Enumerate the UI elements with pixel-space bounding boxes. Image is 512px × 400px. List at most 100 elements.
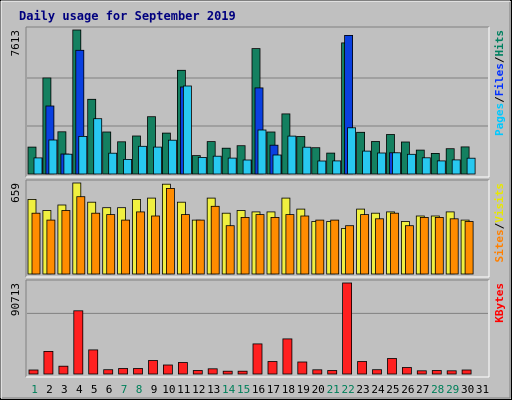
x-tick-label: 12 (192, 383, 205, 396)
bar-sites-day-18 (285, 214, 295, 275)
x-tick-label: 7 (121, 383, 128, 396)
bar-pages-day-25 (392, 152, 401, 175)
x-tick-label: 15 (237, 383, 250, 396)
bar-sites-day-9 (151, 215, 160, 275)
bar-pages-day-22 (347, 127, 357, 175)
bar-sites-day-26 (404, 225, 414, 275)
bar-pages-day-20 (317, 160, 327, 175)
bar-sites-day-22 (345, 225, 355, 275)
x-tick-label: 24 (371, 383, 385, 396)
bar-sites-day-8 (136, 211, 145, 275)
bar-pages-day-26 (406, 153, 416, 175)
bar-kbytes-day-15 (237, 370, 248, 375)
bar-kbytes-day-17 (267, 361, 278, 375)
bar-kbytes-day-26 (401, 367, 412, 375)
bar-pages-day-1 (33, 157, 43, 175)
x-tick-label: 23 (356, 383, 369, 396)
x-tick-label: 4 (76, 383, 83, 396)
bar-kbytes-day-8 (133, 368, 143, 375)
panel-legend: Sites/Visits (493, 183, 506, 263)
legend-separator: / (493, 56, 506, 63)
bar-sites-day-27 (419, 216, 429, 275)
x-tick-label: 16 (252, 383, 265, 396)
x-tick-label: 8 (136, 383, 143, 396)
x-tick-label: 1 (31, 383, 38, 396)
bar-kbytes-day-30 (461, 369, 472, 375)
bar-pages-day-9 (153, 146, 162, 175)
bar-sites-day-3 (61, 210, 71, 275)
legend-kbytes: KBytes (493, 283, 506, 323)
x-tick-label: 6 (106, 383, 113, 396)
bar-pages-day-16 (257, 129, 267, 175)
x-tick-label: 5 (91, 383, 98, 396)
x-tick-label: 22 (341, 383, 354, 396)
bar-kbytes-day-22 (342, 282, 353, 375)
bar-sites-day-13 (210, 205, 220, 275)
legend-separator: / (493, 96, 506, 103)
panel-3: 90713 KBytes (9, 279, 506, 378)
chart-panels: 7613Pages/Files/Hits659Sites/Visits90713… (9, 26, 506, 378)
y-max-label: 90713 (9, 283, 22, 316)
x-tick-label: 2 (46, 383, 53, 396)
bar-kbytes-day-19 (297, 361, 308, 375)
x-tick-label: 9 (151, 383, 158, 396)
bar-sites-day-12 (195, 219, 205, 275)
bar-pages-day-30 (466, 157, 476, 175)
bar-kbytes-day-27 (416, 370, 427, 375)
panel-legend: KBytes (493, 283, 506, 323)
bar-kbytes-day-20 (312, 369, 323, 375)
bar-pages-day-10 (167, 139, 177, 175)
bar-pages-day-7 (123, 158, 132, 175)
panel-2: 659 Sites/Visits (9, 179, 506, 278)
x-tick-label: 3 (61, 383, 68, 396)
bar-kbytes-day-16 (252, 343, 263, 375)
bar-sites-day-11 (180, 214, 190, 275)
bar-sites-day-15 (240, 216, 250, 275)
x-tick-label: 13 (207, 383, 220, 396)
bar-pages-day-19 (302, 146, 312, 175)
bar-kbytes-day-18 (282, 338, 293, 375)
y-max-label: 7613 (9, 30, 22, 57)
panel-legend: Pages/Files/Hits (493, 30, 506, 136)
bar-kbytes-day-12 (192, 370, 203, 375)
bar-kbytes-day-23 (357, 361, 368, 375)
legend-pages: Pages (493, 103, 506, 136)
bar-sites-day-30 (464, 221, 474, 275)
bar-kbytes-day-3 (58, 365, 69, 375)
bar-sites-day-17 (270, 216, 280, 275)
chart-title: Daily usage for September 2019 (19, 9, 236, 23)
bar-kbytes-day-28 (431, 370, 442, 375)
bar-pages-day-11 (182, 85, 192, 175)
x-tick-label: 10 (162, 383, 175, 396)
bar-kbytes-day-25 (387, 358, 397, 375)
bar-kbytes-day-11 (177, 362, 188, 375)
x-axis: 1 2 3 4 5 6 7 8 9 10 11 12 13 14 15 16 17 18 19 20 21 22 23 24 2… (31, 383, 489, 396)
bar-kbytes-day-6 (103, 369, 114, 375)
bar-pages-day-14 (227, 157, 237, 175)
bar-pages-day-5 (93, 118, 103, 175)
x-tick-label: 20 (312, 383, 325, 396)
bar-sites-day-19 (300, 215, 310, 275)
bar-sites-day-2 (46, 219, 56, 275)
bar-sites-day-24 (375, 218, 384, 275)
bar-pages-day-2 (48, 139, 58, 175)
x-tick-label: 14 (222, 383, 236, 396)
bar-pages-day-29 (451, 159, 461, 175)
bar-sites-day-6 (106, 214, 116, 275)
legend-sites: Sites (493, 229, 506, 262)
panel-1: 7613 Pages/Files/Hits (9, 26, 506, 178)
legend-files: Files (493, 63, 506, 96)
x-tick-label: 29 (446, 383, 459, 396)
x-tick-label: 26 (401, 383, 414, 396)
bar-sites-day-16 (255, 214, 265, 275)
x-tick-label: 11 (177, 383, 190, 396)
bar-kbytes-day-1 (28, 369, 39, 375)
bar-sites-day-4 (76, 196, 86, 275)
bar-pages-day-4 (78, 135, 88, 175)
x-tick-label: 19 (297, 383, 310, 396)
bar-kbytes-day-10 (162, 364, 173, 375)
bar-kbytes-day-9 (148, 360, 158, 375)
bar-pages-day-23 (362, 150, 372, 175)
bar-pages-day-13 (212, 155, 222, 175)
